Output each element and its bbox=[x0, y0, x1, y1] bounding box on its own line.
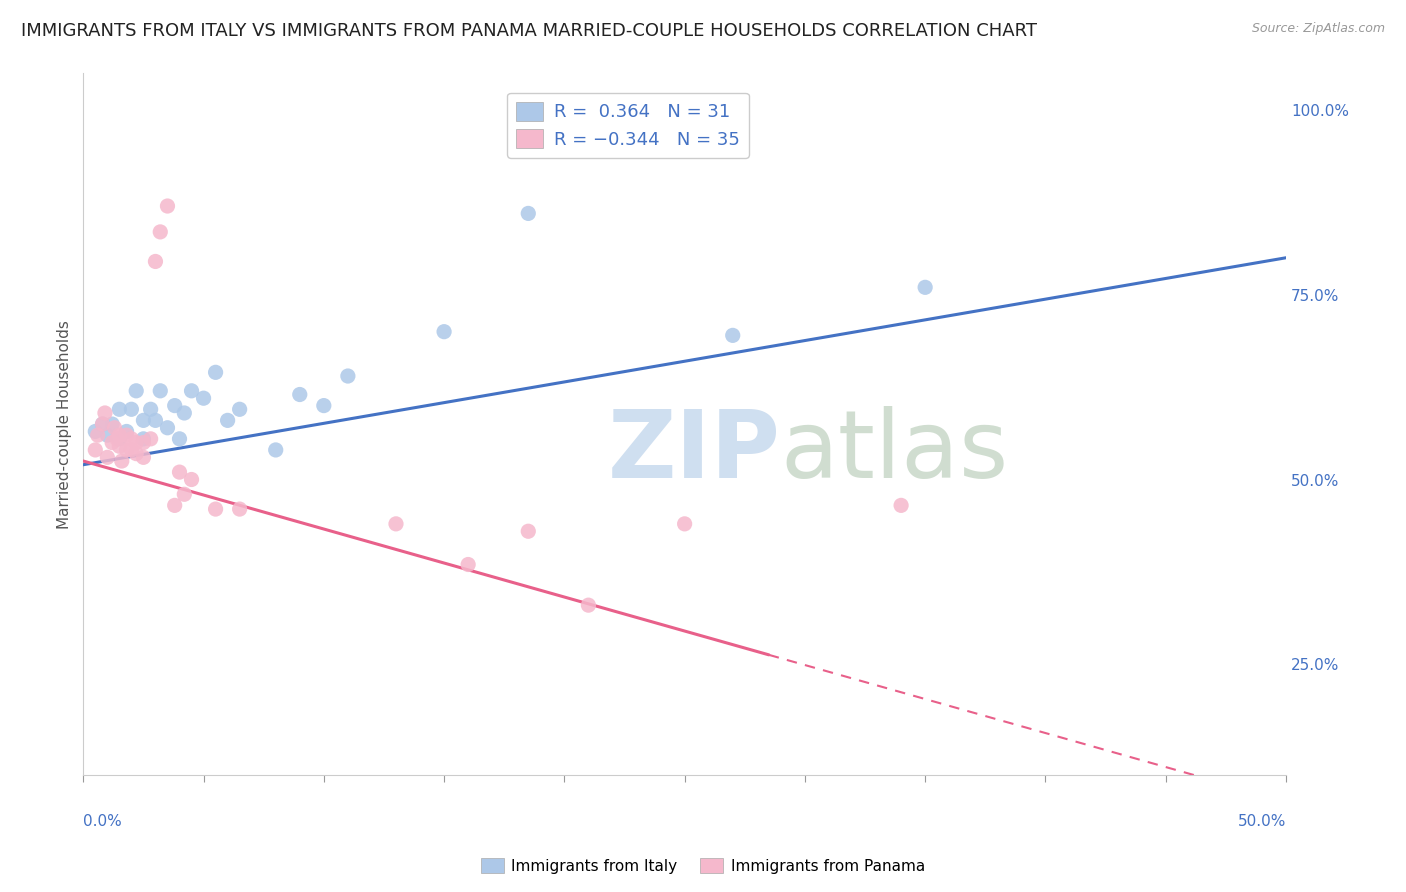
Point bbox=[264, 442, 287, 457]
Point bbox=[125, 384, 148, 398]
Point bbox=[87, 428, 110, 442]
Point bbox=[115, 425, 138, 439]
Point bbox=[105, 432, 128, 446]
Point bbox=[288, 387, 311, 401]
Point bbox=[173, 487, 195, 501]
Text: atlas: atlas bbox=[780, 406, 1010, 498]
Point bbox=[108, 428, 131, 442]
Point bbox=[193, 391, 215, 405]
Point bbox=[228, 402, 250, 417]
Text: ZIP: ZIP bbox=[607, 406, 780, 498]
Point bbox=[721, 328, 744, 343]
Point bbox=[115, 428, 138, 442]
Point bbox=[163, 499, 186, 513]
Point bbox=[120, 402, 142, 417]
Point bbox=[91, 417, 114, 431]
Point bbox=[139, 402, 162, 417]
Point bbox=[132, 435, 155, 450]
Point bbox=[169, 465, 191, 479]
Point bbox=[173, 406, 195, 420]
Point bbox=[914, 280, 936, 294]
Point bbox=[96, 428, 118, 442]
Point bbox=[169, 432, 191, 446]
Point bbox=[115, 442, 138, 457]
Point bbox=[125, 435, 148, 450]
Point bbox=[132, 432, 155, 446]
Point bbox=[228, 502, 250, 516]
Point bbox=[84, 442, 107, 457]
Point bbox=[180, 473, 202, 487]
Point bbox=[217, 413, 239, 427]
Y-axis label: Married-couple Households: Married-couple Households bbox=[58, 319, 72, 528]
Point bbox=[120, 432, 142, 446]
Text: IMMIGRANTS FROM ITALY VS IMMIGRANTS FROM PANAMA MARRIED-COUPLE HOUSEHOLDS CORREL: IMMIGRANTS FROM ITALY VS IMMIGRANTS FROM… bbox=[21, 22, 1038, 40]
Point bbox=[108, 402, 131, 417]
Point bbox=[385, 516, 408, 531]
Point bbox=[433, 325, 456, 339]
Point bbox=[145, 254, 167, 268]
Point bbox=[125, 447, 148, 461]
Point bbox=[156, 199, 179, 213]
Point bbox=[149, 384, 172, 398]
Point bbox=[103, 421, 125, 435]
Legend: Immigrants from Italy, Immigrants from Panama: Immigrants from Italy, Immigrants from P… bbox=[475, 852, 931, 880]
Point bbox=[96, 450, 118, 465]
Point bbox=[101, 435, 124, 450]
Point bbox=[163, 399, 186, 413]
Point bbox=[111, 454, 134, 468]
Point bbox=[517, 524, 540, 539]
Point bbox=[457, 558, 479, 572]
Point bbox=[578, 598, 600, 612]
Point bbox=[120, 442, 142, 457]
Point bbox=[204, 365, 226, 379]
Point bbox=[890, 499, 912, 513]
Point bbox=[517, 206, 540, 220]
Point bbox=[149, 225, 172, 239]
Point bbox=[91, 417, 114, 431]
Point bbox=[132, 413, 155, 427]
Point bbox=[312, 399, 335, 413]
Point bbox=[204, 502, 226, 516]
Point bbox=[108, 439, 131, 453]
Point bbox=[84, 425, 107, 439]
Point bbox=[673, 516, 696, 531]
Text: Source: ZipAtlas.com: Source: ZipAtlas.com bbox=[1251, 22, 1385, 36]
Point bbox=[132, 450, 155, 465]
Point bbox=[139, 432, 162, 446]
Point bbox=[336, 369, 359, 384]
Point bbox=[94, 406, 117, 420]
Text: 0.0%: 0.0% bbox=[83, 814, 122, 829]
Point bbox=[108, 432, 131, 446]
Point bbox=[180, 384, 202, 398]
Point bbox=[156, 421, 179, 435]
Point bbox=[101, 417, 124, 431]
Text: 50.0%: 50.0% bbox=[1237, 814, 1286, 829]
Point bbox=[145, 413, 167, 427]
Legend: R =  0.364   N = 31, R = −0.344   N = 35: R = 0.364 N = 31, R = −0.344 N = 35 bbox=[508, 93, 749, 158]
